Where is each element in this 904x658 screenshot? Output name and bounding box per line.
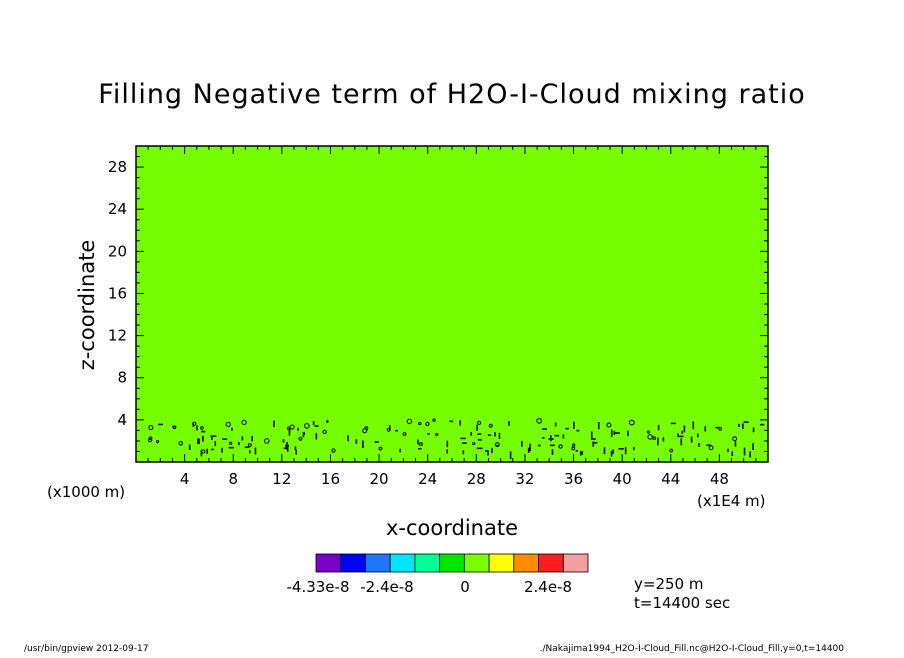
contour-line (558, 444, 563, 449)
colorbar-swatch (439, 553, 465, 573)
colorbar-swatch (365, 553, 391, 573)
x-tick-label: 16 (321, 470, 340, 488)
contour-line (247, 443, 252, 448)
contour-line (476, 420, 482, 425)
contour-line (718, 426, 723, 431)
colorbar-swatch (414, 553, 441, 573)
contour-line (241, 419, 247, 426)
contour-line (425, 421, 430, 427)
contour-line (228, 441, 233, 446)
colorbar-tick-label: -2.4e-8 (360, 578, 413, 596)
contour-line (472, 441, 476, 446)
x-tick-label: 44 (661, 470, 680, 488)
contour-line (178, 441, 184, 446)
x-axis-ticks: 4 8 12 16 20 24 28 32 36 40 44 48 (147, 146, 757, 488)
contour-line (201, 449, 206, 454)
contour-line (147, 437, 153, 443)
contour-line (536, 418, 543, 424)
colorbar-swatch (562, 553, 589, 573)
colorbar-swatch (538, 553, 564, 573)
contour-line (148, 424, 154, 431)
colorbar-swatch (488, 553, 515, 573)
contour-line (669, 448, 674, 453)
y-tick-label: 20 (108, 242, 127, 260)
x-tick-label: 20 (370, 470, 389, 488)
colorbar-tick-label: 2.4e-8 (524, 578, 572, 596)
contour-line (263, 438, 270, 444)
contour-line (628, 419, 635, 426)
contour-line (402, 432, 407, 437)
contour-line (322, 429, 327, 435)
contour-line (200, 426, 204, 430)
x-tick-label: 48 (710, 470, 729, 488)
y-tick-label: 12 (108, 327, 127, 345)
contour-line (571, 443, 576, 447)
colorbar-swatch (513, 553, 539, 573)
x-tick-label: 12 (272, 470, 291, 488)
x-tick-label: 36 (564, 470, 583, 488)
contour-line (646, 430, 651, 434)
contour-line (418, 421, 422, 426)
colorbar (315, 553, 589, 573)
contour-line (432, 418, 436, 422)
contour-line (418, 442, 423, 447)
x-tick-label: 40 (613, 470, 632, 488)
y-tick-label: 8 (117, 369, 127, 387)
contour-line (652, 436, 657, 441)
contour-line (298, 436, 303, 441)
chart-title: Filling Negative term of H2O-I-Cloud mix… (98, 79, 805, 110)
footer-right: ./Nakajima1994_H2O-I-Cloud_Fill.nc@H2O-I… (540, 644, 845, 654)
contour-line (488, 423, 493, 428)
contour-lines (147, 418, 765, 460)
contour-line (289, 424, 295, 430)
contour-line (331, 448, 336, 453)
contour-line (732, 436, 738, 442)
y-tick-label: 4 (117, 411, 127, 429)
y-tick-label: 28 (108, 158, 127, 176)
colorbar-swatch (315, 553, 342, 573)
x-tick-label: 4 (180, 470, 190, 488)
y-axis-label: z-coordinate (75, 240, 99, 371)
contour-line (155, 440, 160, 444)
y-tick-label: 16 (108, 284, 127, 302)
x-unit-left: (x1000 m) (47, 483, 125, 501)
y-tick-label: 24 (108, 200, 127, 218)
plot-area (135, 145, 769, 463)
contour-line (378, 446, 383, 451)
contour-line (406, 418, 413, 425)
contour-line (362, 428, 368, 434)
contour-line (647, 434, 653, 440)
contour-line (494, 442, 500, 448)
x-tick-label: 32 (515, 470, 534, 488)
info-t: t=14400 sec (634, 594, 730, 612)
contour-line (225, 421, 231, 428)
contour-line (172, 425, 177, 430)
colorbar-labels: -4.33e-8 -2.4e-8 0 2.4e-8 (287, 578, 573, 596)
colorbar-tick-label: -4.33e-8 (287, 578, 350, 596)
colorbar-swatch (389, 553, 416, 573)
contour-line (571, 446, 576, 451)
colorbar-swatch (340, 553, 366, 573)
contour-line (304, 423, 310, 429)
x-axis-label: x-coordinate (386, 516, 518, 540)
colorbar-tick-label: 0 (460, 578, 470, 596)
contour-line (148, 436, 153, 441)
footer-left: /usr/bin/gpview 2012-09-17 (24, 644, 148, 654)
x-tick-label: 8 (228, 470, 238, 488)
x-unit-right: (x1E4 m) (697, 492, 766, 510)
colorbar-swatch (463, 553, 490, 573)
x-tick-label: 24 (418, 470, 437, 488)
contour-line (435, 432, 439, 437)
contour-line (606, 422, 612, 428)
x-tick-label: 28 (467, 470, 486, 488)
info-y: y=250 m (634, 575, 703, 593)
y-axis-ticks: 4 8 12 16 20 24 28 (108, 156, 768, 452)
